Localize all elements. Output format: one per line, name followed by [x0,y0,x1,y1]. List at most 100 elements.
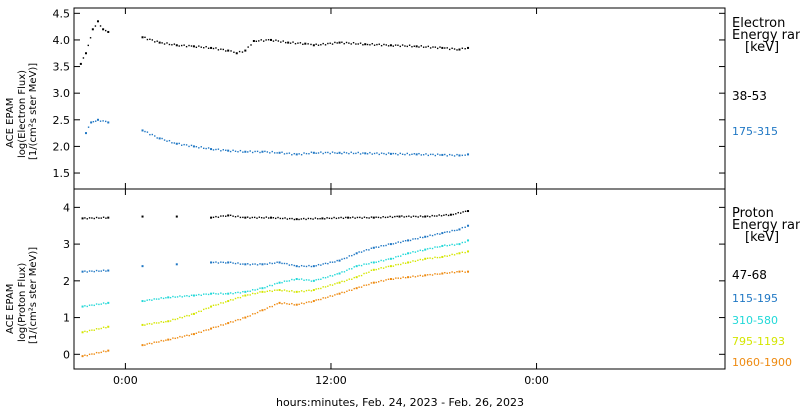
data-point-proton-795-1193 [329,284,331,286]
data-point-electron-38-53 [366,43,369,46]
data-point-proton-795-1193 [179,316,181,319]
y-tick-label-proton: 3 [63,238,70,251]
data-point-proton-1060-1900 [327,296,329,298]
data-point-proton-47-68 [260,217,263,219]
data-point-proton-310-580 [392,257,395,260]
data-point-proton-310-580 [98,303,100,306]
data-point-proton-795-1193 [107,325,110,328]
data-point-proton-795-1193 [336,282,338,284]
data-point-proton-47-68 [440,215,443,217]
data-point-proton-115-195 [239,263,242,265]
data-point-proton-795-1193 [203,308,205,311]
data-point-electron-175-315 [237,151,239,153]
data-point-proton-310-580 [286,280,288,282]
data-point-proton-115-195 [368,249,370,251]
data-point-electron-38-53 [227,49,230,52]
data-point-proton-310-580 [436,246,439,248]
data-point-proton-310-580 [448,244,451,246]
data-point-proton-115-195 [242,263,244,265]
data-point-electron-175-315 [383,152,385,155]
data-point-proton-115-195 [331,261,334,263]
data-point-electron-38-53 [418,46,420,48]
data-point-proton-1060-1900 [310,301,313,303]
data-point-electron-38-53 [446,47,448,49]
data-point-proton-310-580 [444,244,446,246]
data-point-proton-310-580 [237,291,239,294]
electron-ylabel-1: ACE EPAM [5,97,16,148]
data-point-proton-115-195 [315,265,317,267]
data-point-proton-310-580 [200,294,202,296]
data-point-proton-310-580 [269,284,271,287]
data-point-electron-38-53 [200,46,202,48]
data-point-proton-795-1193 [387,265,390,268]
data-point-proton-1060-1900 [146,343,148,345]
data-point-proton-115-195 [308,264,310,267]
data-point-proton-1060-1900 [158,341,160,343]
data-point-proton-115-195 [264,263,266,265]
data-point-proton-795-1193 [324,286,327,288]
data-point-proton-310-580 [329,274,331,277]
data-point-proton-310-580 [300,278,303,280]
data-point-electron-175-315 [210,148,213,151]
data-point-electron-175-315 [331,151,334,153]
data-point-proton-47-68 [370,216,373,218]
data-point-proton-795-1193 [382,267,385,269]
data-point-proton-1060-1900 [266,307,269,309]
data-point-proton-1060-1900 [293,304,295,306]
data-point-proton-310-580 [95,303,98,305]
x-axis-footer: hours:minutes, Feb. 24, 2023 - Feb. 26, … [275,396,525,409]
data-point-proton-115-195 [424,235,427,238]
data-point-proton-310-580 [192,294,195,297]
data-point-proton-1060-1900 [141,344,144,347]
data-point-proton-795-1193 [375,268,377,271]
data-point-proton-310-580 [414,251,417,253]
data-point-proton-115-195 [355,252,358,255]
data-point-proton-1060-1900 [434,273,436,275]
data-point-proton-47-68 [447,214,450,217]
data-point-proton-310-580 [358,264,360,267]
y-tick-label-proton: 0 [63,348,70,361]
data-point-proton-115-195 [387,243,390,245]
data-point-proton-1060-1900 [351,289,353,292]
data-point-proton-1060-1900 [181,336,183,338]
data-point-proton-1060-1900 [264,308,266,311]
data-point-electron-38-53 [158,41,161,44]
data-point-electron-175-315 [192,145,195,148]
data-point-electron-38-53 [357,43,359,45]
data-point-proton-1060-1900 [88,353,91,356]
data-point-proton-115-195 [414,238,417,240]
data-point-proton-1060-1900 [458,270,461,273]
data-point-electron-175-315 [308,153,310,155]
y-tick-label-electron: 3.0 [53,87,71,100]
data-point-proton-795-1193 [269,289,271,292]
data-point-proton-1060-1900 [283,302,286,304]
data-point-proton-310-580 [141,300,144,303]
data-point-proton-795-1193 [300,290,303,292]
data-point-proton-795-1193 [93,329,95,331]
data-point-proton-310-580 [346,269,348,272]
data-point-proton-1060-1900 [249,315,251,317]
data-point-proton-1060-1900 [365,284,368,286]
data-point-proton-1060-1900 [188,334,190,337]
data-point-proton-310-580 [242,290,244,293]
data-point-proton-115-195 [370,247,373,249]
data-point-proton-1060-1900 [251,313,254,315]
data-point-proton-47-68 [212,216,215,219]
data-point-electron-38-53 [168,43,171,46]
data-point-proton-310-580 [402,253,404,256]
data-point-proton-795-1193 [200,310,202,312]
data-point-proton-1060-1900 [334,294,336,296]
data-point-electron-38-53 [267,39,270,41]
data-point-proton-115-195 [407,239,410,242]
data-point-proton-1060-1900 [436,273,439,275]
data-point-electron-38-53 [343,42,345,45]
data-point-proton-47-68 [298,218,300,221]
data-point-proton-47-68 [391,216,394,219]
data-point-electron-38-53 [255,40,258,42]
data-point-proton-115-195 [395,242,397,244]
data-point-proton-795-1193 [426,257,429,259]
data-point-proton-795-1193 [291,290,293,292]
data-point-electron-175-315 [229,150,232,153]
data-point-electron-38-53 [299,42,302,44]
data-point-proton-310-580 [355,265,358,268]
